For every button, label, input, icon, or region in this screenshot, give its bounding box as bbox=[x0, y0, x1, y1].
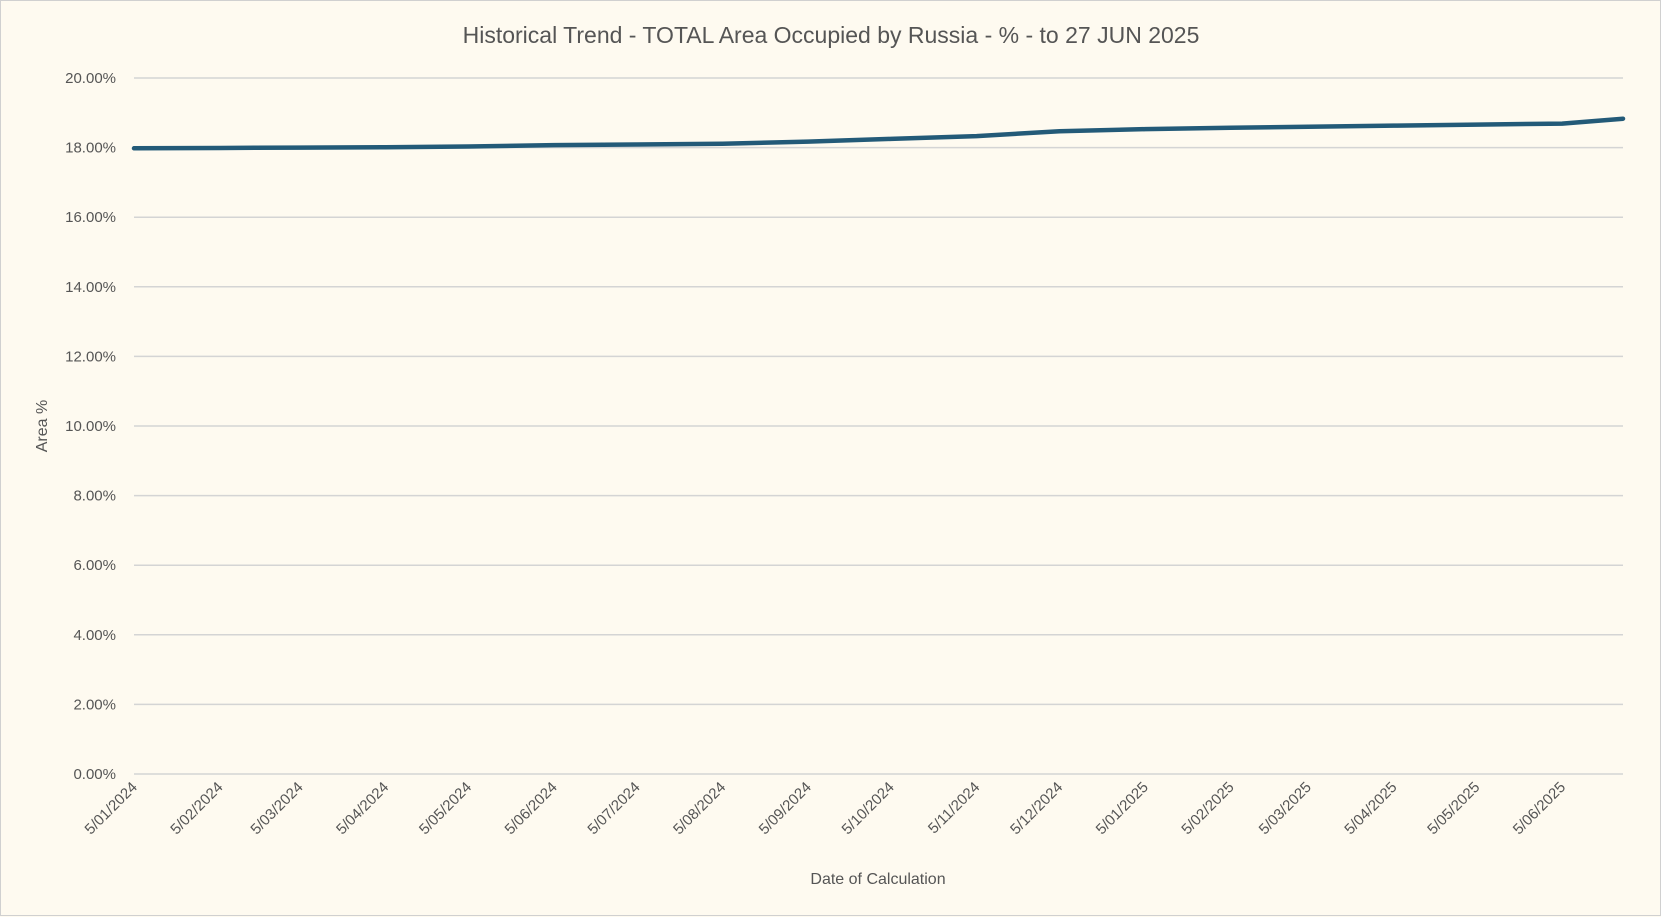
x-tick-label: 5/05/2025 bbox=[1424, 779, 1483, 838]
x-tick-label: 5/04/2024 bbox=[333, 779, 392, 838]
y-tick-label: 12.00% bbox=[65, 348, 116, 365]
x-tick-label: 5/05/2024 bbox=[416, 779, 475, 838]
x-tick-label: 5/01/2024 bbox=[82, 779, 141, 838]
y-tick-label: 8.00% bbox=[73, 488, 116, 505]
x-tick-label: 5/01/2025 bbox=[1093, 779, 1152, 838]
x-tick-label: 5/03/2025 bbox=[1256, 779, 1315, 838]
x-tick-label: 5/07/2024 bbox=[584, 779, 643, 838]
x-tick-label: 5/02/2024 bbox=[167, 779, 226, 838]
y-tick-label: 10.00% bbox=[65, 418, 116, 435]
x-tick-label: 5/10/2024 bbox=[839, 779, 898, 838]
x-tick-label: 5/06/2024 bbox=[502, 779, 561, 838]
y-tick-label: 20.00% bbox=[65, 70, 116, 87]
y-axis-label: Area % bbox=[34, 400, 51, 452]
x-tick-label: 5/02/2025 bbox=[1178, 779, 1237, 838]
y-tick-label: 18.00% bbox=[65, 140, 116, 157]
y-tick-label: 14.00% bbox=[65, 279, 116, 296]
x-tick-label: 5/04/2025 bbox=[1341, 779, 1400, 838]
x-tick-label: 5/11/2024 bbox=[925, 779, 983, 837]
x-axis-label: Date of Calculation bbox=[810, 871, 945, 888]
x-tick-label: 5/06/2025 bbox=[1510, 779, 1569, 838]
y-tick-label: 0.00% bbox=[73, 766, 116, 783]
series-line bbox=[134, 119, 1623, 149]
y-tick-label: 6.00% bbox=[73, 557, 116, 574]
y-tick-label: 16.00% bbox=[65, 209, 116, 226]
x-tick-label: 5/09/2024 bbox=[756, 779, 815, 838]
y-tick-label: 2.00% bbox=[73, 696, 116, 713]
x-tick-label: 5/03/2024 bbox=[247, 779, 306, 838]
chart-title: Historical Trend - TOTAL Area Occupied b… bbox=[463, 22, 1200, 48]
x-tick-label: 5/08/2024 bbox=[670, 779, 729, 838]
y-tick-label: 4.00% bbox=[73, 627, 116, 644]
x-tick-label: 5/12/2024 bbox=[1007, 779, 1066, 838]
